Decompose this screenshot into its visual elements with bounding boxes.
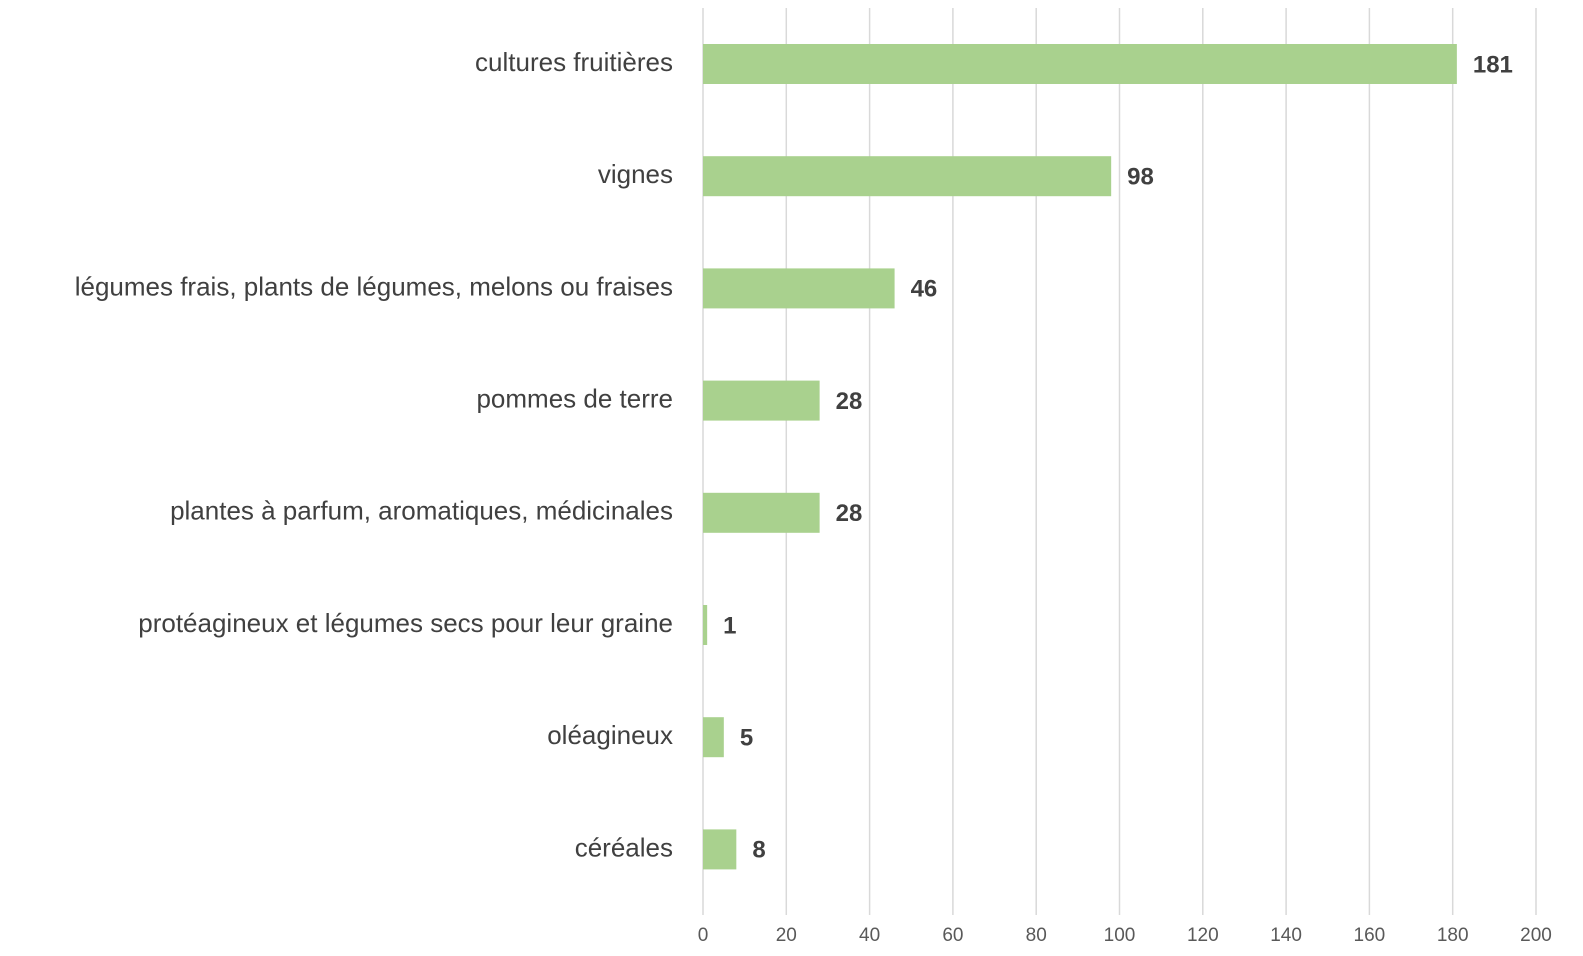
x-tick-label: 180 (1437, 925, 1469, 946)
data-label: 8 (752, 837, 765, 864)
x-tick-label: 80 (1026, 925, 1047, 946)
x-tick-label: 20 (776, 925, 797, 946)
x-tick-label: 40 (859, 925, 880, 946)
bar (703, 717, 724, 758)
bar (703, 44, 1457, 84)
bar (703, 605, 708, 645)
bar (703, 380, 820, 421)
x-tick-label: 140 (1270, 925, 1302, 946)
x-tick-label: 100 (1104, 925, 1136, 946)
y-tick-label: oléagineux (547, 720, 673, 750)
bar (703, 829, 737, 870)
data-label: 181 (1473, 51, 1513, 78)
x-tick-label: 0 (698, 925, 709, 946)
data-label: 46 (911, 276, 938, 303)
bar (703, 268, 895, 309)
x-tick-label: 60 (942, 925, 963, 946)
y-tick-label: légumes frais, plants de légumes, melons… (75, 271, 673, 301)
y-tick-label: pommes de terre (476, 383, 673, 413)
bar (703, 492, 820, 533)
x-tick-label: 160 (1354, 925, 1386, 946)
x-tick-label: 200 (1520, 925, 1552, 946)
y-tick-label: protéagineux et légumes secs pour leur g… (138, 608, 673, 638)
bar (703, 156, 1112, 197)
x-tick-label: 120 (1187, 925, 1219, 946)
data-label: 1 (723, 612, 736, 639)
y-tick-label: cultures fruitières (475, 47, 673, 77)
data-label: 28 (836, 388, 863, 415)
data-label: 28 (836, 500, 863, 527)
data-label: 98 (1127, 164, 1154, 191)
y-tick-label: céréales (575, 832, 673, 862)
data-label: 5 (740, 725, 753, 752)
y-tick-label: vignes (598, 159, 673, 189)
y-tick-label: plantes à parfum, aromatiques, médicinal… (170, 496, 673, 526)
